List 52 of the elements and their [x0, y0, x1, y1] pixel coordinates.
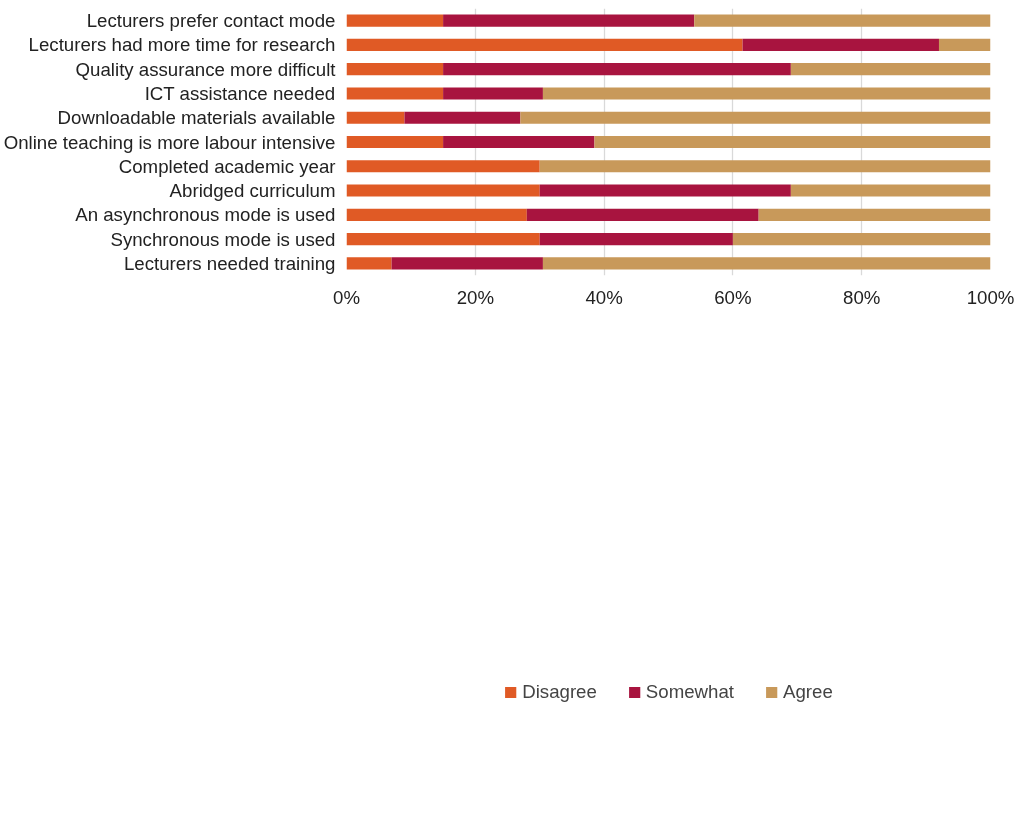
bar: [346, 257, 392, 270]
bar: [539, 184, 791, 197]
x-tick-label: 20%: [456, 286, 494, 308]
bar: [694, 14, 991, 27]
y-tick-label: Abridged curriculum: [169, 180, 336, 202]
bar: [346, 135, 444, 149]
x-tick-label: 0%: [333, 286, 360, 308]
y-tick-label: Completed academic year: [118, 155, 336, 177]
bar: [346, 208, 527, 221]
bar: [391, 257, 543, 270]
legend-label: Somewhat: [645, 680, 735, 703]
x-tick-label: 60%: [714, 286, 752, 308]
bar: [346, 184, 540, 197]
y-tick-label: Lecturers had more time for research: [28, 34, 336, 56]
y-tick-label: Online teaching is more labour intensive: [3, 131, 336, 153]
bar: [346, 111, 405, 124]
bar: [732, 233, 991, 246]
bar: [790, 184, 991, 197]
bar: [526, 208, 759, 221]
bar: [443, 87, 543, 100]
bar: [790, 63, 991, 76]
bar: [443, 14, 695, 27]
bar: [539, 233, 733, 246]
bar: [542, 257, 991, 270]
bar: [346, 160, 540, 173]
bar: [758, 208, 991, 221]
y-tick-label: Lecturers needed training: [123, 252, 336, 274]
legend-label: Disagree: [522, 680, 597, 703]
legend-label: Agree: [783, 680, 833, 703]
bar: [346, 14, 444, 27]
bar: [443, 63, 791, 76]
bar: [938, 38, 991, 51]
bar: [443, 135, 595, 149]
bar: [742, 38, 939, 51]
bar: [594, 135, 991, 149]
y-tick-label: Downloadable materials available: [57, 107, 336, 129]
bar: [539, 160, 991, 173]
x-tick-label: 80%: [843, 286, 881, 308]
bar: [346, 38, 743, 51]
bar: [520, 111, 991, 124]
y-tick-label: Synchronous mode is used: [110, 228, 336, 250]
bar: [346, 233, 540, 246]
y-tick-label: ICT assistance needed: [144, 82, 336, 104]
x-tick-label: 100%: [966, 286, 1015, 308]
x-tick-label: 40%: [585, 286, 623, 308]
bar: [404, 111, 521, 124]
y-tick-label: Quality assurance more difficult: [75, 58, 337, 80]
y-tick-label: Lecturers prefer contact mode: [86, 10, 336, 32]
y-tick-label: An asynchronous mode is used: [75, 204, 336, 226]
bar: [346, 87, 444, 100]
bar: [542, 87, 991, 100]
bar: [346, 63, 444, 76]
